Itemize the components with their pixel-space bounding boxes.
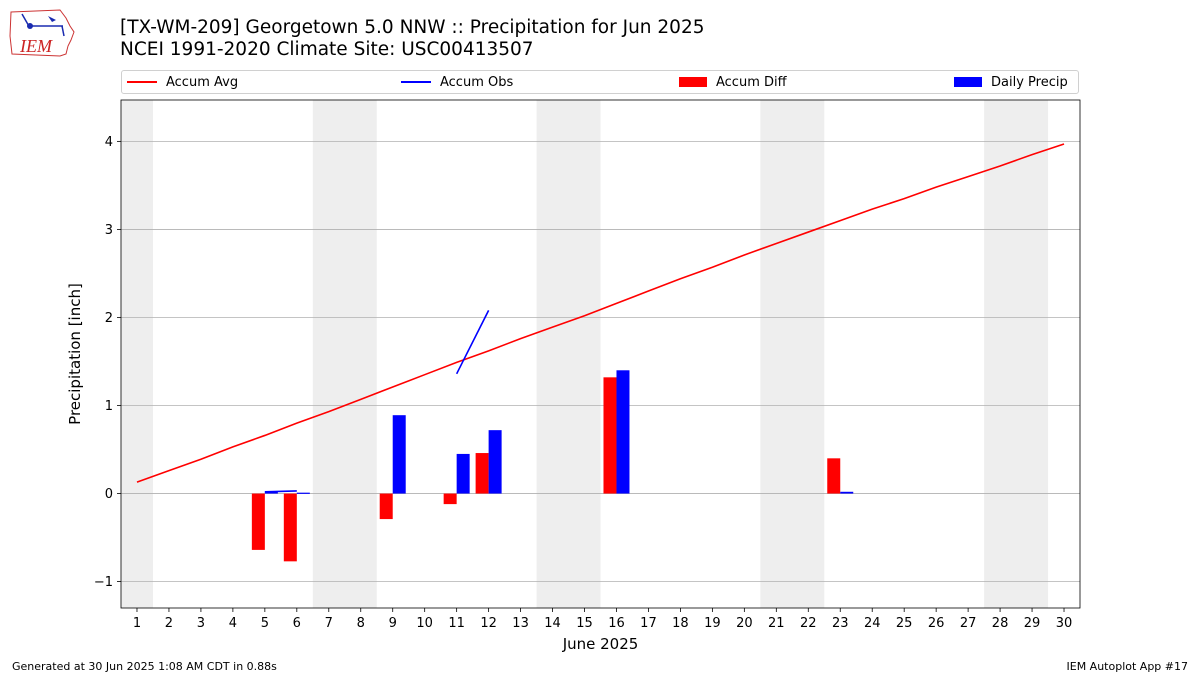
accum-diff-bar-23: [827, 458, 841, 494]
x-tick-label-6: 6: [293, 616, 301, 631]
accum-diff-bar-5: [251, 493, 265, 550]
weekend-band-0: [121, 100, 153, 608]
accum-obs-segment-0: [264, 490, 297, 493]
y-axis-label: Precipitation [inch]: [66, 283, 84, 425]
daily-precip-bar-9: [392, 415, 406, 494]
x-tick-label-23: 23: [832, 616, 849, 631]
footer-app: IEM Autoplot App #17: [1066, 660, 1189, 673]
plot-frame: [120, 99, 1081, 609]
y-tick-label-1: 0: [105, 487, 113, 502]
x-tick-label-4: 4: [229, 616, 237, 631]
legend-label-daily-precip: Daily Precip: [991, 74, 1068, 90]
legend-label-accum-obs: Accum Obs: [440, 74, 514, 90]
x-tick-label-28: 28: [992, 616, 1009, 631]
x-tick-label-14: 14: [544, 616, 561, 631]
x-tick-label-15: 15: [576, 616, 593, 631]
x-tick-label-9: 9: [389, 616, 397, 631]
legend-swatch-accum-obs: [401, 81, 431, 83]
legend-item-accum-avg: Accum Avg: [127, 71, 238, 93]
x-tick-label-24: 24: [864, 616, 881, 631]
daily-precip-bar-11: [456, 453, 470, 494]
accum-diff-bar-6: [283, 493, 297, 562]
legend-swatch-daily-precip: [954, 77, 982, 87]
chart-subtitle: NCEI 1991-2020 Climate Site: USC00413507: [120, 39, 534, 60]
x-tick-label-12: 12: [480, 616, 497, 631]
x-tick-label-3: 3: [197, 616, 205, 631]
weekend-band-4: [984, 100, 1049, 608]
x-tick-label-10: 10: [416, 616, 433, 631]
x-tick-label-25: 25: [896, 616, 913, 631]
x-tick-label-17: 17: [640, 616, 657, 631]
x-tick-label-20: 20: [736, 616, 753, 631]
chart-legend: Accum Avg Accum Obs Accum Diff Daily Pre…: [121, 70, 1079, 94]
legend-item-accum-diff: Accum Diff: [679, 71, 787, 93]
legend-swatch-accum-diff: [679, 77, 707, 87]
accum-diff-bar-12: [475, 453, 489, 494]
x-tick-label-13: 13: [512, 616, 529, 631]
x-tick-label-8: 8: [357, 616, 365, 631]
x-tick-label-7: 7: [325, 616, 333, 631]
legend-item-daily-precip: Daily Precip: [954, 71, 1068, 93]
accum-diff-bar-16: [603, 377, 617, 494]
logo-text: IEM: [19, 36, 53, 56]
x-tick-label-11: 11: [448, 616, 465, 631]
legend-item-accum-obs: Accum Obs: [401, 71, 513, 93]
x-tick-label-19: 19: [704, 616, 721, 631]
y-tick-label-4: 3: [105, 223, 113, 238]
y-tick-label-0: −1: [94, 575, 113, 590]
accum-avg-line: [136, 143, 1065, 483]
y-tick-label-3: 2: [105, 311, 113, 326]
x-tick-label-18: 18: [672, 616, 689, 631]
daily-precip-bar-23: [840, 491, 854, 494]
x-tick-label-21: 21: [768, 616, 785, 631]
x-tick-label-16: 16: [608, 616, 625, 631]
legend-label-accum-avg: Accum Avg: [166, 74, 239, 90]
legend-label-accum-diff: Accum Diff: [716, 74, 787, 90]
accum-obs-segment-1: [455, 310, 490, 375]
legend-swatch-accum-avg: [127, 81, 157, 83]
iem-logo: IEM: [9, 9, 75, 57]
x-tick-label-26: 26: [928, 616, 945, 631]
y-tick-label-5: 4: [105, 135, 113, 150]
x-tick-label-1: 1: [133, 616, 141, 631]
daily-precip-bar-16: [616, 370, 630, 494]
daily-precip-bar-12: [488, 430, 502, 494]
x-tick-label-29: 29: [1024, 616, 1041, 631]
weekend-band-1: [312, 100, 377, 608]
x-tick-label-5: 5: [261, 616, 269, 631]
x-tick-label-27: 27: [960, 616, 977, 631]
x-tick-label-2: 2: [165, 616, 173, 631]
chart-title: [TX-WM-209] Georgetown 5.0 NNW :: Precip…: [120, 17, 705, 38]
footer-generated: Generated at 30 Jun 2025 1:08 AM CDT in …: [12, 660, 277, 673]
daily-precip-bar-6: [296, 492, 310, 494]
x-tick-label-30: 30: [1056, 616, 1073, 631]
y-tick-label-2: 1: [105, 399, 113, 414]
daily-precip-bar-5: [264, 491, 278, 494]
weekend-band-2: [536, 100, 601, 608]
x-tick-label-22: 22: [800, 616, 817, 631]
weekend-band-3: [760, 100, 825, 608]
accum-diff-bar-9: [379, 493, 393, 520]
x-axis-label: June 2025: [562, 635, 639, 653]
accum-diff-bar-11: [443, 493, 457, 505]
